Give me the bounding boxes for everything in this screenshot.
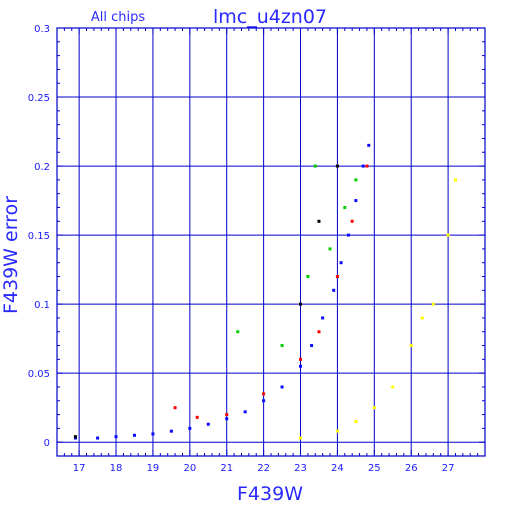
data-point bbox=[299, 436, 303, 440]
y-tick-label: 0.2 bbox=[34, 162, 50, 173]
data-point bbox=[409, 344, 413, 348]
data-point bbox=[169, 429, 173, 433]
data-point bbox=[236, 330, 240, 334]
y-tick-label: 0.25 bbox=[28, 93, 50, 104]
data-point bbox=[262, 392, 266, 396]
data-point bbox=[367, 143, 371, 147]
data-point bbox=[335, 275, 339, 279]
data-point bbox=[317, 330, 321, 334]
data-point bbox=[299, 364, 303, 368]
data-point bbox=[280, 344, 284, 348]
data-point bbox=[306, 275, 310, 279]
data-point bbox=[310, 344, 314, 348]
x-axis-label: F439W bbox=[237, 483, 303, 505]
data-point bbox=[365, 164, 369, 168]
data-point bbox=[343, 205, 347, 209]
y-tick-label: 0 bbox=[44, 438, 50, 449]
data-point bbox=[391, 385, 395, 389]
data-point bbox=[328, 247, 332, 251]
data-point bbox=[361, 164, 365, 168]
data-point bbox=[372, 406, 376, 410]
data-point bbox=[335, 429, 339, 433]
x-axis-ticks: 17 18 19 20 21 22 23 24 25 26 27 bbox=[73, 463, 455, 474]
data-point bbox=[321, 316, 325, 320]
data-point bbox=[431, 302, 435, 306]
data-point bbox=[243, 410, 247, 414]
data-series bbox=[73, 164, 339, 439]
data-point bbox=[206, 422, 210, 426]
data-point bbox=[280, 385, 284, 389]
y-tick-label: 0.1 bbox=[34, 300, 50, 311]
data-point bbox=[299, 302, 303, 306]
data-point bbox=[151, 432, 155, 436]
data-point bbox=[346, 233, 350, 237]
chart-title: lmc_u4zn07 bbox=[213, 6, 327, 28]
data-point bbox=[195, 415, 199, 419]
x-tick-label: 19 bbox=[147, 463, 160, 474]
data-point bbox=[350, 219, 354, 223]
data-point bbox=[332, 288, 336, 292]
y-tick-label: 0.3 bbox=[34, 24, 50, 35]
data-series bbox=[236, 164, 358, 348]
data-point bbox=[420, 316, 424, 320]
data-point bbox=[225, 413, 229, 417]
data-point bbox=[313, 164, 317, 168]
y-tick-label: 0.05 bbox=[28, 369, 50, 380]
y-axis-ticks: 0 0.05 0.1 0.15 0.2 0.25 0.3 bbox=[28, 24, 50, 449]
data-point bbox=[339, 261, 343, 265]
plot-frame bbox=[56, 27, 486, 457]
data-point bbox=[299, 357, 303, 361]
data-point bbox=[73, 435, 77, 439]
x-tick-label: 18 bbox=[110, 463, 123, 474]
data-point bbox=[317, 219, 321, 223]
data-point bbox=[188, 426, 192, 430]
data-series bbox=[299, 178, 457, 440]
data-point bbox=[132, 433, 136, 437]
x-tick-label: 25 bbox=[368, 463, 381, 474]
x-tick-label: 26 bbox=[405, 463, 418, 474]
data-point bbox=[262, 399, 266, 403]
x-tick-label: 24 bbox=[331, 463, 344, 474]
x-tick-label: 23 bbox=[294, 463, 307, 474]
data-point bbox=[96, 436, 100, 440]
data-point bbox=[354, 199, 358, 203]
data-point bbox=[335, 164, 339, 168]
data-point bbox=[173, 406, 177, 410]
data-point bbox=[446, 233, 450, 237]
grid-lines bbox=[57, 27, 485, 456]
data-point bbox=[354, 419, 358, 423]
x-tick-label: 17 bbox=[73, 463, 86, 474]
y-tick-label: 0.15 bbox=[28, 231, 50, 242]
chart-subtitle: All chips bbox=[91, 10, 145, 25]
x-tick-label: 22 bbox=[257, 463, 270, 474]
x-tick-label: 27 bbox=[442, 463, 455, 474]
x-tick-label: 21 bbox=[220, 463, 233, 474]
data-series bbox=[173, 164, 369, 419]
y-axis-label: F439W error bbox=[0, 196, 22, 314]
data-points bbox=[73, 143, 457, 440]
data-point bbox=[225, 417, 229, 421]
data-point bbox=[354, 178, 358, 182]
data-point bbox=[114, 435, 118, 439]
data-point bbox=[453, 178, 457, 182]
x-tick-label: 20 bbox=[183, 463, 196, 474]
